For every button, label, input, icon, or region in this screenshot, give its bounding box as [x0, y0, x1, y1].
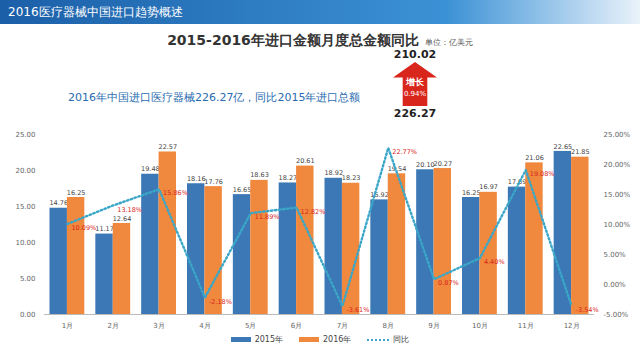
html-text:0.94%: 0.94%	[403, 90, 427, 98]
svg-text:-5.00%: -5.00%	[604, 311, 629, 319]
svg-text:0.00: 0.00	[20, 311, 36, 319]
svg-text:18.16: 18.16	[187, 175, 206, 183]
svg-text:19.54: 19.54	[387, 164, 407, 173]
svg-text:13.18%: 13.18%	[117, 205, 142, 214]
svg-text:0.87%: 0.87%	[438, 279, 459, 287]
svg-text:18.92: 18.92	[324, 169, 343, 178]
svg-text:11.89%: 11.89%	[255, 213, 280, 221]
svg-text:10.09%: 10.09%	[71, 224, 96, 232]
svg-text:16.25: 16.25	[67, 189, 86, 197]
svg-text:17.76: 17.76	[204, 178, 223, 186]
svg-text:19.08%: 19.08%	[530, 170, 555, 178]
html-text:2016年: 2016年	[323, 335, 352, 344]
svg-text:12月: 12月	[564, 322, 580, 330]
svg-text:16.25: 16.25	[462, 189, 481, 197]
svg-text:9月: 9月	[428, 322, 439, 330]
svg-text:7月: 7月	[337, 322, 348, 330]
html-text:2015-2016年进口金额月度总金额同比 单位：亿美元: 2015-2016年进口金额月度总金额同比 单位：亿美元	[167, 32, 473, 48]
svg-text:10月: 10月	[472, 322, 488, 330]
html-text:2016医疗器械中国进口趋势概述: 2016医疗器械中国进口趋势概述	[8, 5, 183, 19]
svg-text:0.00%: 0.00%	[604, 281, 627, 289]
svg-text:15.00%: 15.00%	[604, 191, 631, 199]
svg-text:20.61: 20.61	[296, 157, 315, 165]
svg-text:22.65: 22.65	[554, 143, 573, 151]
svg-text:-3.54%: -3.54%	[576, 306, 599, 314]
svg-text:22.57: 22.57	[158, 143, 177, 151]
svg-text:15.00: 15.00	[15, 203, 35, 211]
svg-text:19.48: 19.48	[141, 165, 160, 173]
svg-text:16.97: 16.97	[479, 183, 498, 191]
svg-text:5.00: 5.00	[20, 275, 36, 283]
svg-text:11.17: 11.17	[95, 225, 114, 233]
svg-text:25.00: 25.00	[15, 131, 35, 139]
svg-text:10.00: 10.00	[15, 239, 35, 247]
svg-text:14.76: 14.76	[49, 199, 68, 208]
svg-text:20.10: 20.10	[416, 161, 435, 169]
svg-text:20.00%: 20.00%	[604, 161, 631, 169]
svg-text:1月: 1月	[62, 322, 73, 330]
svg-text:2月: 2月	[108, 322, 119, 330]
svg-text:20.27: 20.27	[433, 160, 452, 168]
html-text:2015年: 2015年	[254, 335, 283, 344]
svg-text:8月: 8月	[383, 322, 394, 330]
svg-text:-3.61%: -3.61%	[346, 306, 369, 314]
svg-text:20.00: 20.00	[15, 167, 35, 175]
svg-text:3月: 3月	[153, 322, 164, 330]
svg-text:15.92: 15.92	[370, 191, 389, 199]
svg-text:5月: 5月	[245, 322, 256, 330]
svg-text:4月: 4月	[199, 322, 210, 330]
svg-text:4.40%: 4.40%	[484, 258, 505, 266]
svg-text:16.65: 16.65	[233, 186, 252, 194]
html-text:2016年中国进口医疗器械226.27亿，同比2015年进口: 2016年中国进口医疗器械226.27亿，同比2015年进口总额	[68, 91, 361, 104]
svg-text:-2.18%: -2.18%	[209, 298, 232, 306]
svg-text:12.64: 12.64	[113, 215, 132, 223]
svg-text:18.27: 18.27	[279, 174, 298, 182]
svg-text:11月: 11月	[518, 322, 534, 330]
svg-text:15.86%: 15.86%	[163, 189, 188, 197]
svg-text:18.23: 18.23	[342, 174, 361, 182]
html-text:226.27: 226.27	[393, 107, 437, 120]
svg-text:21.06: 21.06	[525, 154, 544, 162]
svg-text:22.77%: 22.77%	[392, 148, 417, 156]
html-text:同比: 同比	[393, 335, 410, 344]
html-text:增长: 增长	[406, 77, 424, 87]
svg-text:6月: 6月	[291, 322, 302, 330]
svg-text:25.00%: 25.00%	[604, 131, 631, 139]
svg-text:10.00%: 10.00%	[604, 221, 631, 229]
svg-text:18.63: 18.63	[250, 171, 269, 179]
svg-text:21.85: 21.85	[571, 148, 590, 156]
svg-text:12.82%: 12.82%	[301, 208, 326, 216]
svg-text:17.69: 17.69	[508, 178, 527, 186]
html-text:210.02: 210.02	[393, 48, 437, 61]
svg-text:5.00%: 5.00%	[604, 251, 627, 259]
